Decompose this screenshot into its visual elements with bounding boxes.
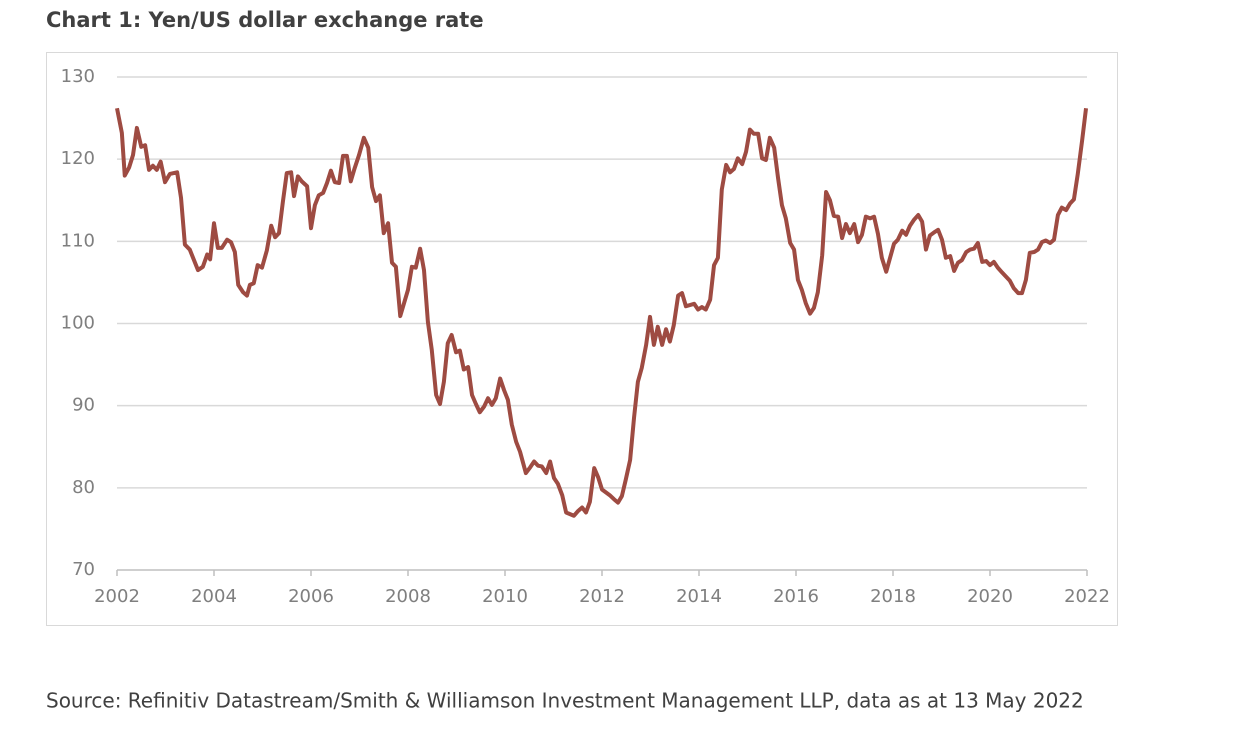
x-tick-label: 2016 [773,586,819,607]
chart-title: Chart 1: Yen/US dollar exchange rate [46,8,484,32]
y-tick-label: 100 [61,313,95,334]
y-tick-label: 70 [72,559,95,580]
plot-frame [46,52,1118,626]
x-tick-label: 2012 [579,586,625,607]
source-note: Source: Refinitiv Datastream/Smith & Wil… [46,689,1084,713]
y-tick-label: 80 [72,477,95,498]
x-tick-label: 2004 [191,586,237,607]
x-tick-label: 2014 [676,586,722,607]
x-tick-label: 2018 [870,586,916,607]
y-tick-label: 130 [61,66,95,87]
y-tick-label: 120 [61,148,95,169]
y-tick-label: 90 [72,395,95,416]
x-tick-label: 2008 [385,586,431,607]
x-tick-label: 2010 [482,586,528,607]
data-line [115,107,1089,518]
x-tick-label: 2006 [288,586,334,607]
y-tick-label: 110 [61,230,95,251]
x-tick-label: 2022 [1064,586,1110,607]
x-tick-label: 2002 [94,586,140,607]
x-tick-label: 2020 [967,586,1013,607]
